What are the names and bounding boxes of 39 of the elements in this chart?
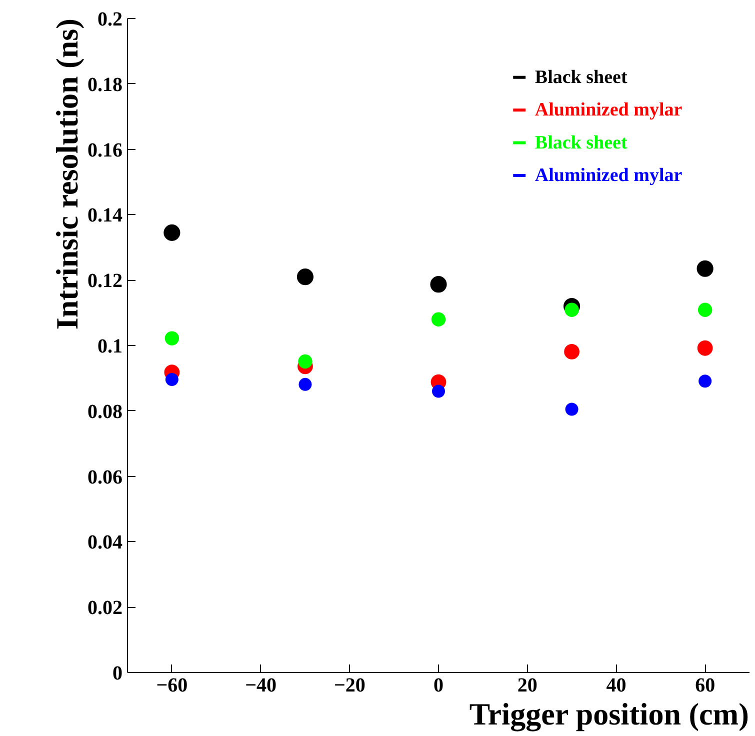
point	[431, 312, 446, 326]
point	[296, 268, 314, 286]
legend-label: Aluminized mylar	[534, 100, 683, 121]
point	[698, 302, 712, 317]
point	[698, 374, 712, 388]
y-tick-label: 0.14	[88, 204, 122, 227]
y-axis-title: Intrinsic resolution (ns)	[50, 18, 84, 330]
x-tick-label: 20	[517, 674, 538, 696]
point	[430, 276, 447, 293]
y-tick-label: 0.06	[88, 466, 122, 488]
point	[697, 340, 713, 356]
y-tick-label: 0.02	[88, 597, 122, 620]
x-axis-title: Trigger position (cm)	[469, 696, 749, 732]
x-tick-label: −60	[156, 674, 188, 696]
point	[164, 224, 180, 241]
legend-label: Black sheet	[534, 132, 628, 154]
point	[432, 384, 445, 398]
point	[565, 402, 578, 416]
y-tick-label: 0.18	[88, 74, 122, 96]
legend-label: Aluminized mylar	[534, 164, 683, 186]
legend-label: Black sheet	[534, 66, 628, 88]
point	[298, 354, 312, 369]
point	[298, 378, 312, 391]
y-tick-label: 0.2	[98, 8, 122, 30]
x-tick-label: −20	[334, 674, 366, 696]
point	[165, 373, 178, 386]
point	[564, 344, 580, 360]
y-tick-label: 0.04	[88, 532, 122, 554]
point	[696, 260, 714, 277]
x-tick-label: 0	[434, 674, 444, 696]
y-tick-label: 0.08	[88, 400, 122, 423]
x-tick-label: 60	[695, 674, 716, 696]
y-tick-label: 0.16	[88, 139, 122, 162]
y-tick-label: 0.12	[88, 270, 122, 292]
point	[564, 302, 579, 317]
x-tick-label: 40	[606, 674, 626, 696]
x-tick-label: −40	[245, 674, 276, 696]
y-tick-label: 0.1	[98, 336, 122, 358]
point	[164, 331, 180, 346]
